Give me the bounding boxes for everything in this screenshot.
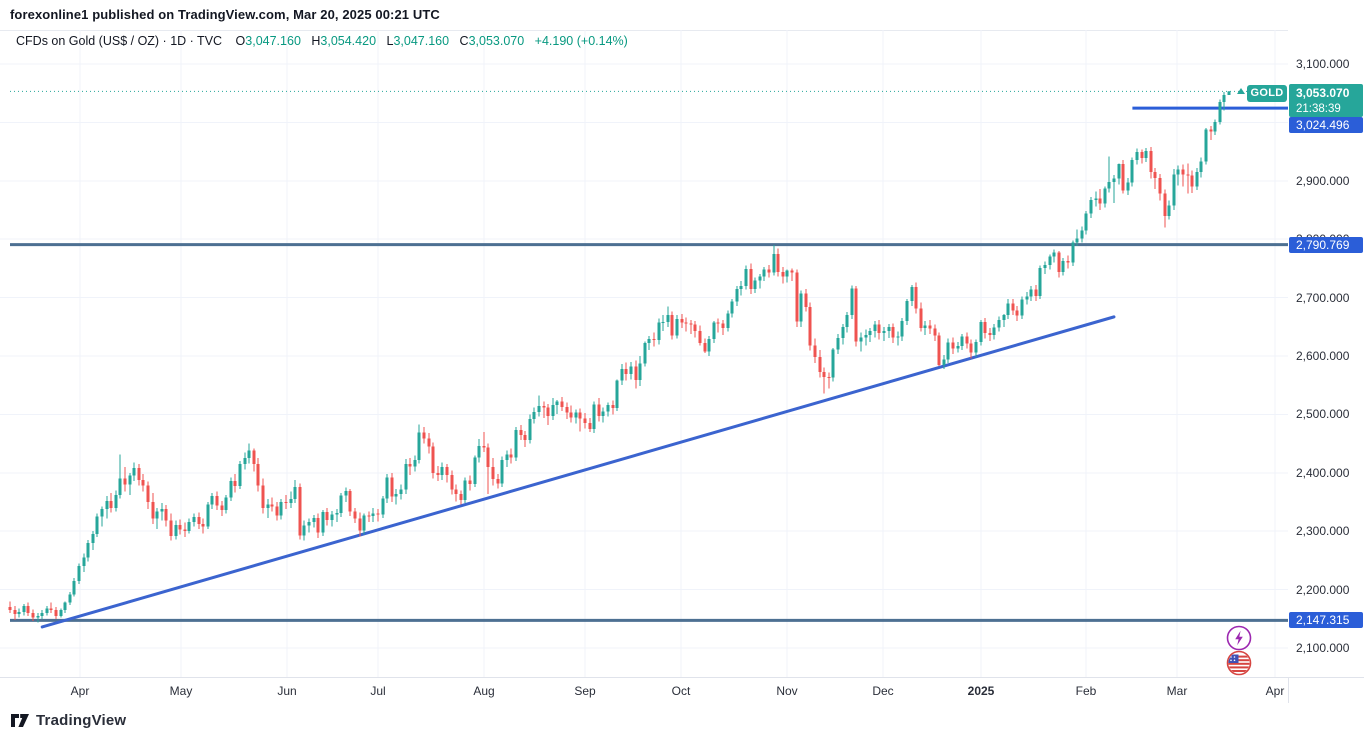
level-badge-3024: 3,024.496: [1289, 117, 1363, 133]
symbol-legend[interactable]: CFDs on Gold (US$ / OZ) · 1D · TVC O3,04…: [16, 34, 628, 48]
close-value: C3,053.070: [459, 34, 525, 48]
attribution-bar: forexonline1 published on TradingView.co…: [0, 0, 1364, 31]
price-tick-label: 2,100.000: [1296, 641, 1350, 655]
time-tick-label: Apr: [1265, 684, 1285, 698]
time-tick-label: May: [169, 684, 193, 698]
time-tick-label: Apr: [70, 684, 90, 698]
price-axis[interactable]: 3,100.0003,000.0002,900.0002,800.0002,70…: [1288, 30, 1364, 677]
price-tick-label: 2,500.000: [1296, 407, 1350, 422]
open-value: O3,047.160: [235, 34, 301, 48]
price-tick-label: 3,100.000: [1296, 57, 1350, 71]
time-tick-label: Sep: [574, 684, 596, 698]
footer-bar: TradingView: [0, 703, 1364, 740]
level-badge-2790: 2,790.769: [1289, 237, 1363, 253]
symbol-price-tag: GOLD: [1247, 85, 1287, 102]
tradingview-logo[interactable]: TradingView: [10, 712, 126, 729]
axis-separator-corner: [1288, 677, 1364, 678]
time-tick-label: Feb: [1075, 684, 1097, 698]
price-tick-label: 2,600.000: [1296, 349, 1350, 363]
price-tick-label: 2,200.000: [1296, 582, 1350, 597]
candlestick-chart[interactable]: [0, 0, 1364, 677]
time-tick-label: Dec: [872, 684, 894, 698]
price-tick-label: 2,400.000: [1296, 465, 1350, 480]
time-tick-label: Jun: [277, 684, 297, 698]
change-value: +4.190 (+0.14%): [534, 34, 628, 48]
low-value: L3,047.160: [386, 34, 450, 48]
us-flag-icon[interactable]: [1226, 650, 1252, 676]
tradingview-brand-text: TradingView: [36, 712, 127, 729]
symbol-title[interactable]: CFDs on Gold (US$ / OZ) · 1D · TVC: [16, 34, 223, 48]
price-tick-label: 2,900.000: [1296, 173, 1350, 188]
current-price: 3,053.070: [1296, 86, 1350, 100]
bar-countdown: 21:38:39: [1296, 103, 1341, 115]
lightning-icon[interactable]: [1226, 625, 1252, 651]
time-tick-label: Oct: [671, 684, 691, 698]
time-tick-label: Jul: [370, 684, 386, 698]
time-tick-label: Aug: [473, 684, 495, 698]
high-value: H3,054.420: [311, 34, 377, 48]
last-price-arrow-icon: [1237, 88, 1245, 94]
time-tick-label: Mar: [1166, 684, 1188, 698]
time-tick-label: 2025: [967, 684, 995, 698]
time-axis[interactable]: Apr May Jun Jul Aug Sep Oct Nov Dec 2025 Feb Mar Apr: [0, 677, 1288, 704]
tradingview-mark-icon: [11, 714, 29, 727]
price-tick-label: 2,300.000: [1296, 524, 1350, 539]
time-tick-label: Nov: [776, 684, 798, 698]
attribution-text: forexonline1 published on TradingView.co…: [10, 7, 440, 22]
level-badge-2147: 2,147.315: [1289, 612, 1363, 628]
current-price-badge: 3,053.070 21:38:39: [1289, 84, 1363, 117]
price-tick-label: 2,700.000: [1296, 290, 1350, 305]
